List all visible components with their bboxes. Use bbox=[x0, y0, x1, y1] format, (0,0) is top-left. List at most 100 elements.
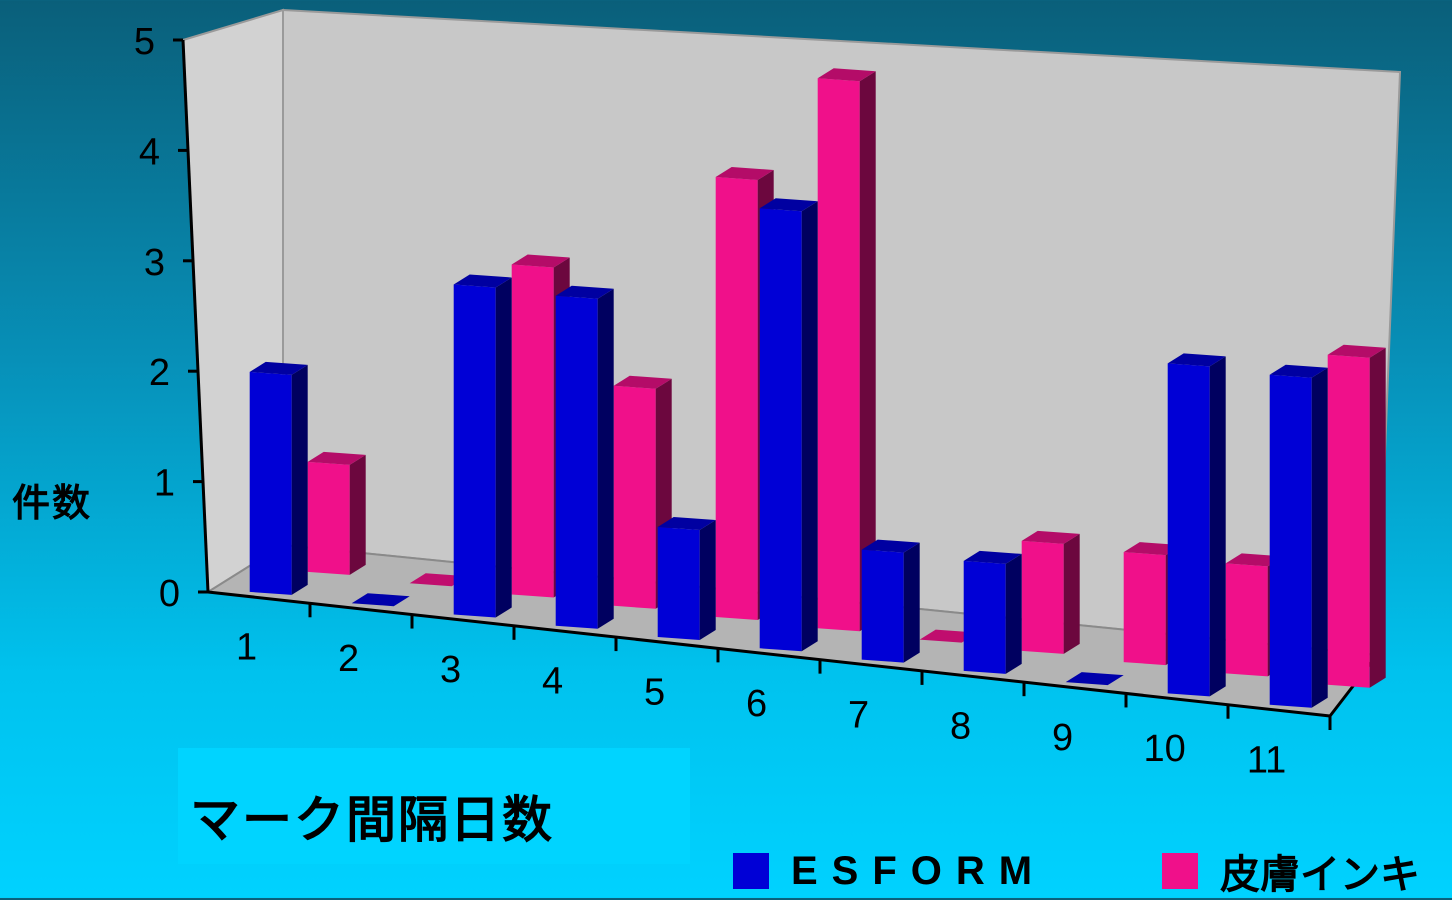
x-tick-label: 9 bbox=[1052, 717, 1073, 759]
bar-esform-9 bbox=[1065, 672, 1124, 686]
bar-side bbox=[859, 71, 876, 632]
bar-front bbox=[1327, 354, 1370, 688]
legend-label-skin-ink: 皮膚インキ bbox=[1220, 853, 1420, 897]
y-axis-label: 件数 bbox=[12, 483, 93, 525]
bar-esform-6 bbox=[759, 198, 818, 652]
bar-front bbox=[613, 385, 656, 609]
x-tick-label: 11 bbox=[1247, 739, 1286, 781]
bar-esform-4 bbox=[555, 285, 614, 629]
bar-top bbox=[1167, 353, 1226, 367]
bar-front bbox=[861, 549, 904, 663]
bar-top bbox=[1123, 542, 1182, 556]
bar-side bbox=[1369, 347, 1386, 688]
bar-top bbox=[963, 550, 1022, 564]
x-axis-label-box bbox=[178, 748, 690, 864]
bar-front bbox=[453, 284, 496, 618]
bar-front bbox=[249, 371, 292, 595]
bar-esform-3 bbox=[453, 274, 512, 618]
bar-top bbox=[1327, 344, 1386, 358]
bar-side bbox=[1063, 533, 1080, 654]
bar-side bbox=[1005, 553, 1022, 674]
x-tick-label: 7 bbox=[848, 694, 869, 736]
bar-front bbox=[963, 560, 1006, 674]
x-axis-label: マーク間隔日数 bbox=[190, 792, 554, 848]
bar-esform-5 bbox=[657, 517, 716, 640]
bar-top bbox=[1269, 364, 1328, 378]
bar-top bbox=[759, 198, 818, 212]
bar-top bbox=[249, 361, 308, 375]
bar-front bbox=[657, 527, 700, 640]
legend-item-skin-ink: 皮膚インキ bbox=[1162, 848, 1420, 897]
y-tick-label: 5 bbox=[134, 21, 155, 63]
y-tick-label: 4 bbox=[139, 131, 160, 173]
bar-esform-2 bbox=[351, 593, 410, 607]
bar-top bbox=[657, 517, 716, 530]
bar-esform-8 bbox=[963, 550, 1022, 674]
legend-swatch-skin-ink bbox=[1162, 853, 1198, 889]
bar-skin-ink-7 bbox=[919, 629, 978, 643]
bar-side bbox=[801, 201, 818, 652]
legend-swatch-esform bbox=[733, 853, 769, 889]
bar-top bbox=[1065, 672, 1124, 686]
bar-side bbox=[1209, 356, 1226, 697]
bar-side bbox=[495, 277, 512, 618]
x-tick-label: 8 bbox=[950, 706, 971, 748]
bar-esform-1 bbox=[249, 361, 308, 595]
bar-top bbox=[715, 167, 774, 180]
bar-top bbox=[307, 451, 366, 465]
bar-esform-7 bbox=[861, 539, 920, 663]
bar-side bbox=[903, 542, 920, 663]
x-tick-label: 1 bbox=[236, 627, 257, 669]
bar-front bbox=[1269, 374, 1312, 708]
x-tick-label: 5 bbox=[644, 672, 665, 714]
x-tick-label: 4 bbox=[542, 660, 563, 702]
bar-skin-ink-11 bbox=[1327, 344, 1386, 688]
bar-front bbox=[759, 208, 802, 652]
y-tick-label: 1 bbox=[154, 463, 175, 505]
bar-front bbox=[307, 461, 350, 575]
bar-side bbox=[349, 454, 366, 575]
bar-skin-ink-8 bbox=[1021, 530, 1080, 654]
x-axis-line bbox=[207, 590, 1331, 718]
bar-skin-ink-1 bbox=[307, 451, 366, 575]
x-tick-label: 2 bbox=[338, 638, 359, 680]
chart-tick-labels: 0 1 2 3 4 5 1 2 3 4 5 6 7 8 9 10 11 bbox=[134, 21, 1286, 781]
bar-front bbox=[1123, 552, 1166, 666]
y-axis-line bbox=[181, 39, 210, 593]
bar-side bbox=[597, 288, 614, 629]
bar-front bbox=[817, 78, 860, 632]
bar-front bbox=[511, 264, 554, 598]
bar-top bbox=[351, 593, 410, 607]
bar-top bbox=[1225, 553, 1284, 567]
x-tick-label: 6 bbox=[746, 683, 767, 725]
bar-front bbox=[1021, 540, 1064, 654]
legend-item-esform: ESFORM bbox=[733, 848, 1046, 894]
bar-top bbox=[409, 573, 468, 587]
bar-esform-10 bbox=[1167, 353, 1226, 697]
legend-label-esform: ESFORM bbox=[791, 848, 1047, 893]
y-tick-label: 2 bbox=[149, 352, 170, 394]
bar-side bbox=[699, 520, 716, 640]
bar-top bbox=[1021, 530, 1080, 544]
bar-skin-ink-2 bbox=[409, 573, 468, 587]
y-tick-label: 0 bbox=[159, 573, 180, 615]
x-tick-label: 3 bbox=[440, 649, 461, 691]
bar-top bbox=[453, 274, 512, 288]
bar-side bbox=[1311, 367, 1328, 708]
bar-esform-11 bbox=[1269, 364, 1328, 708]
bar-top bbox=[613, 375, 672, 389]
y-tick-label: 3 bbox=[144, 242, 165, 284]
bar-front bbox=[555, 295, 598, 629]
bar-side bbox=[291, 364, 308, 595]
x-tick-label: 10 bbox=[1143, 728, 1185, 770]
bar-front bbox=[1167, 363, 1210, 697]
chart-bars bbox=[249, 68, 1386, 708]
bar-top bbox=[555, 285, 614, 299]
bar-front bbox=[715, 177, 758, 620]
bar-top bbox=[919, 629, 978, 643]
bar-top bbox=[817, 68, 876, 82]
bar-front bbox=[1225, 563, 1268, 677]
bar-skin-ink-6 bbox=[817, 68, 876, 632]
